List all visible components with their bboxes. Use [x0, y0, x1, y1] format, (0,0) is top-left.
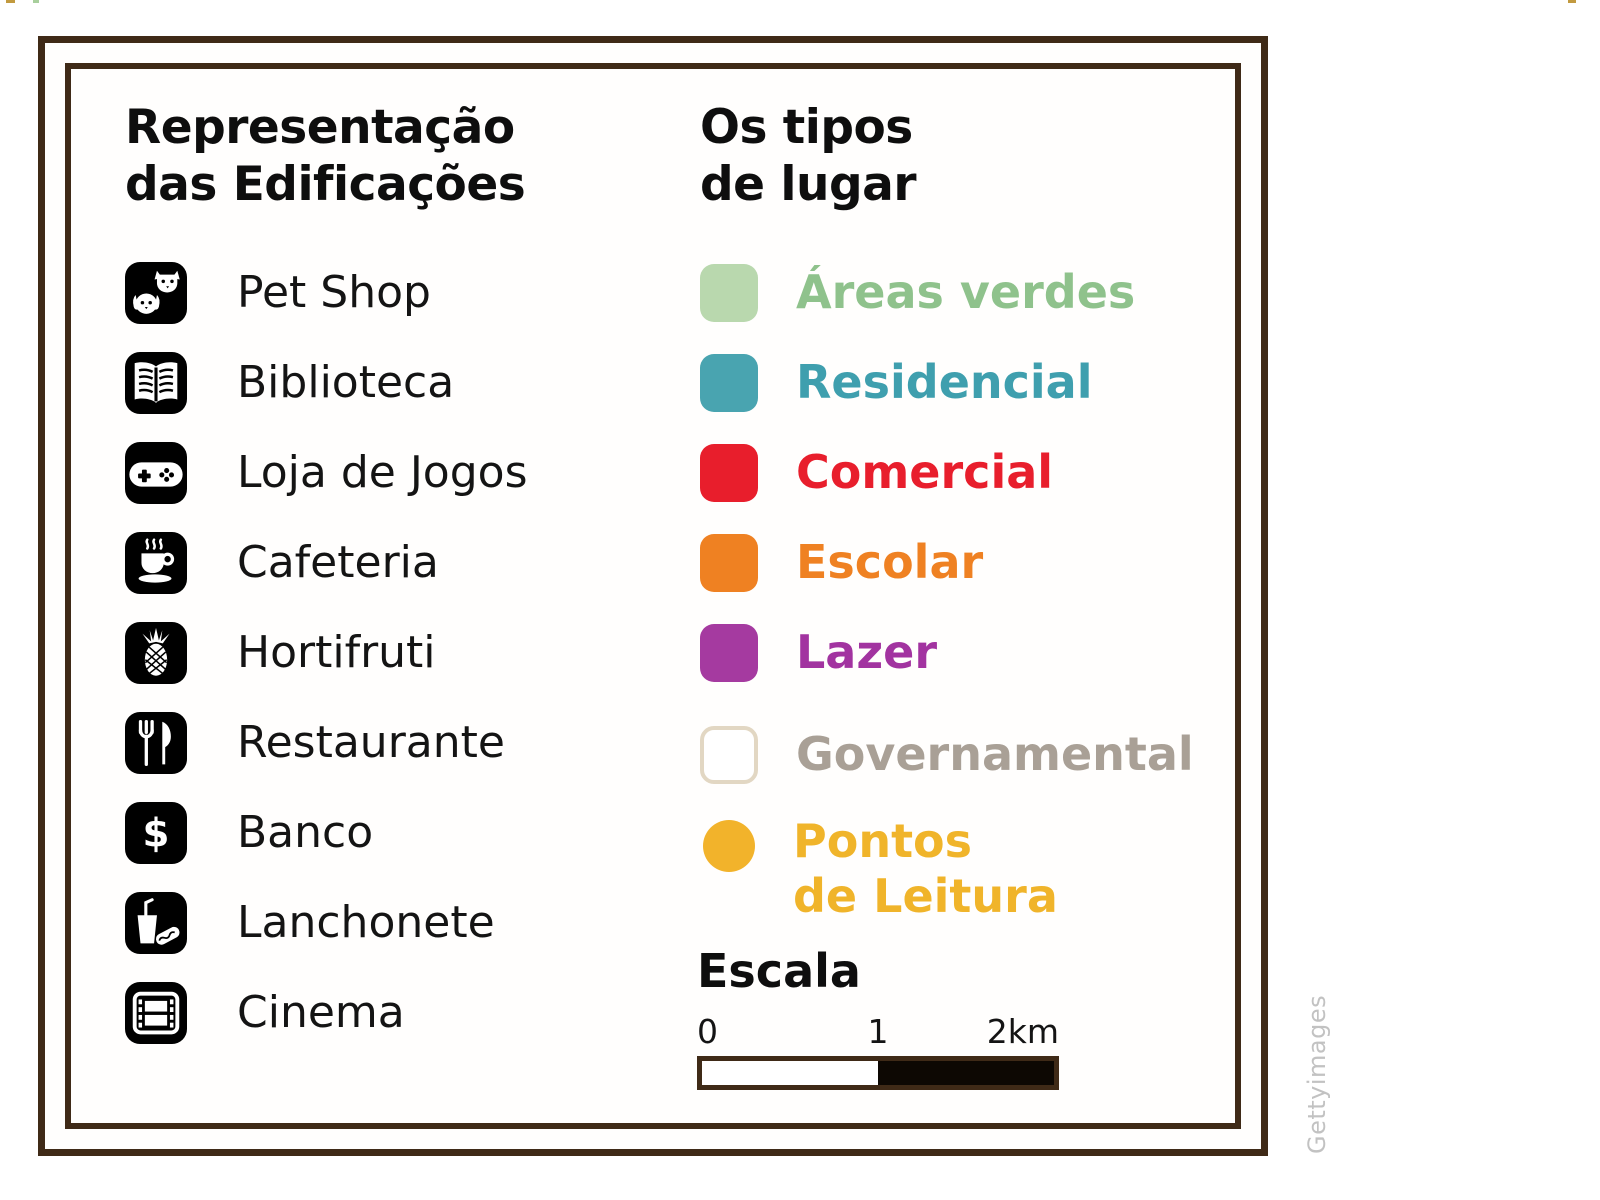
building-legend-row: Pet Shop — [125, 248, 645, 338]
scale-title: Escala — [697, 944, 861, 998]
building-legend-row: Cinema — [125, 968, 645, 1058]
building-label: Lanchonete — [237, 897, 495, 949]
building-legend-row: Biblioteca — [125, 338, 645, 428]
place-type-legend-row: Residencial — [700, 338, 1220, 428]
gamepad-icon — [125, 441, 187, 504]
place-type-swatch — [703, 819, 755, 872]
building-label: Restaurante — [237, 717, 505, 769]
drink-hotdog-icon — [125, 891, 187, 954]
scale-bar-second-km — [878, 1061, 1054, 1085]
building-label: Biblioteca — [237, 357, 455, 409]
place-type-label: Pontos de Leitura — [793, 813, 1058, 923]
open-book-icon — [125, 351, 187, 414]
place-type-legend-row: Governamental — [700, 710, 1220, 800]
gettyimages-watermark: Gettyimages — [1303, 994, 1331, 1154]
pet-shop-icon — [125, 261, 187, 324]
place-type-swatch — [700, 725, 758, 784]
building-legend-row: Restaurante — [125, 698, 645, 788]
edge-artifact — [33, 0, 39, 3]
scale-tick-0: 0 — [697, 1012, 718, 1051]
place-types-title: Os tipos de lugar — [700, 100, 917, 213]
place-types-list: Áreas verdes Residencial Comercial Escol… — [700, 248, 1220, 932]
scale-section: Escala 0 1 2km — [697, 944, 1137, 1090]
buildings-list: Pet Shop Biblioteca Loja de Jogos Cafete… — [125, 248, 645, 1058]
building-label: Cinema — [237, 987, 405, 1039]
building-label: Banco — [237, 807, 374, 859]
place-type-label: Lazer — [796, 625, 938, 680]
place-type-legend-row: Lazer — [700, 608, 1220, 698]
place-type-swatch — [700, 533, 758, 592]
building-legend-row: Loja de Jogos — [125, 428, 645, 518]
buildings-title: Representação das Edificações — [125, 100, 526, 213]
scale-tick-1: 1 — [867, 1012, 889, 1051]
place-type-label: Áreas verdes — [796, 265, 1136, 320]
building-label: Pet Shop — [237, 267, 431, 319]
scale-tick-2km: 2km — [986, 1012, 1059, 1051]
building-legend-row: Lanchonete — [125, 878, 645, 968]
buildings-section: Representação das Edificações Pet Shop B… — [125, 99, 645, 1058]
place-type-legend-row: Escolar — [700, 518, 1220, 608]
building-label: Loja de Jogos — [237, 447, 528, 499]
scale-bar — [697, 1056, 1059, 1090]
place-type-swatch — [700, 263, 758, 322]
scale-bar-first-km — [702, 1061, 878, 1085]
place-type-label: Comercial — [796, 445, 1054, 500]
film-strip-icon — [125, 981, 187, 1044]
scale-ticks: 0 1 2km — [697, 1012, 1059, 1054]
building-label: Hortifruti — [237, 627, 436, 679]
place-type-legend-row: Pontos de Leitura — [700, 812, 1220, 932]
fork-knife-icon — [125, 711, 187, 774]
edge-artifact — [1568, 0, 1576, 3]
place-type-label: Governamental — [796, 727, 1194, 782]
place-type-legend-row: Comercial — [700, 428, 1220, 518]
place-type-swatch — [700, 443, 758, 502]
coffee-cup-icon — [125, 531, 187, 594]
building-legend-row: Hortifruti — [125, 608, 645, 698]
place-type-swatch — [700, 353, 758, 412]
place-type-swatch — [700, 623, 758, 682]
pineapple-icon — [125, 621, 187, 684]
place-types-section: Os tipos de lugar Áreas verdes Residenci… — [700, 99, 1220, 932]
legend-inner-border: Representação das Edificações Pet Shop B… — [65, 63, 1241, 1129]
building-legend-row: $ Banco — [125, 788, 645, 878]
place-type-legend-row: Áreas verdes — [700, 248, 1220, 338]
svg-text:$: $ — [143, 811, 170, 856]
place-type-label: Escolar — [796, 535, 984, 590]
dollar-sign-icon: $ — [125, 801, 187, 864]
edge-artifact — [6, 0, 15, 3]
legend-outer-border: Representação das Edificações Pet Shop B… — [38, 36, 1268, 1156]
building-legend-row: Cafeteria — [125, 518, 645, 608]
building-label: Cafeteria — [237, 537, 439, 589]
place-type-label: Residencial — [796, 355, 1093, 410]
